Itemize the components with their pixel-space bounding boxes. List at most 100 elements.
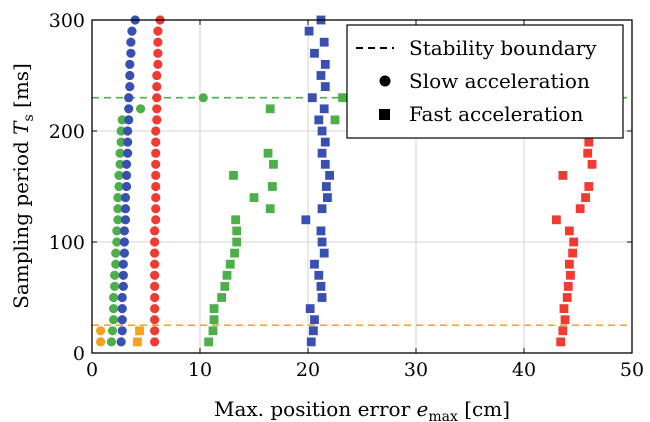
green-slow-acceleration-point [106,337,117,347]
green-fast-acceleration-point [232,226,242,236]
blue-fast-acceleration-point [321,182,331,191]
red-slow-acceleration-point [152,93,162,103]
blue-fast-acceleration-point [325,171,334,180]
red-fast-acceleration-point [564,226,574,236]
red-fast-acceleration-point [584,137,594,147]
blue-fast-acceleration-point [317,126,327,136]
blue-fast-acceleration-point [319,104,329,114]
blue-fast-acceleration-point [310,259,319,269]
orange-fast-acceleration-point [135,326,144,336]
blue-slow-acceleration-point [123,137,133,147]
red-slow-acceleration-point [150,259,160,269]
green-fast-acceleration-point [222,270,232,280]
green-slow-acceleration-point [112,237,122,247]
blue-fast-acceleration-point [319,248,329,258]
green-fast-acceleration-point [208,326,218,336]
red-fast-acceleration-point [583,148,593,158]
x-axis-label-main: Max. position error [214,397,417,421]
blue-slow-acceleration-point [123,126,133,136]
green-slow-acceleration-point [109,304,119,314]
red-slow-acceleration-point [152,104,162,114]
green-slow-acceleration-point [115,148,125,158]
red-fast-acceleration-point [564,259,574,269]
orange-fast-acceleration-point [132,337,142,347]
green-slow-acceleration-point [111,259,121,269]
legend-circle-icon [379,75,391,87]
blue-fast-acceleration-point [320,159,330,169]
red-fast-acceleration-point [556,337,566,347]
green-slow-acceleration-point [110,281,120,291]
green-fast-acceleration-point [229,171,238,180]
blue-fast-acceleration-point [309,326,318,336]
green-slow-acceleration-point [114,170,124,180]
green-slow-acceleration-point [107,326,118,336]
red-slow-acceleration-point [151,126,161,136]
x-axis-label-unit: [cm] [458,397,510,421]
green-fast-acceleration-point [204,337,214,347]
blue-slow-acceleration-point [125,70,135,81]
blue-slow-acceleration-point [119,237,129,247]
blue-fast-acceleration-point [317,148,327,158]
blue-fast-acceleration-point [310,315,319,325]
blue-slow-acceleration-point [124,115,134,125]
blue-slow-acceleration-point [126,37,136,47]
blue-slow-acceleration-point [118,259,128,269]
blue-fast-acceleration-point [323,193,332,202]
blue-fast-acceleration-point [320,60,330,69]
legend-boundary-label: Stability boundary [409,36,597,60]
red-slow-acceleration-point [153,48,163,58]
x-tick-label: 50 [620,359,644,381]
blue-fast-acceleration-point [310,48,319,58]
red-fast-acceleration-point [559,304,569,313]
red-slow-acceleration-point [152,82,162,92]
orange-slow-acceleration-point [96,337,106,347]
red-fast-acceleration-point [552,215,561,225]
x-axis-label-sub: max [428,409,458,422]
blue-slow-acceleration-point [126,48,136,58]
blue-slow-acceleration-point [119,226,129,236]
x-axis-label-var: e [417,397,429,421]
blue-slow-acceleration-point [117,304,127,314]
blue-slow-acceleration-point [117,326,127,336]
blue-fast-acceleration-point [305,304,315,313]
red-slow-acceleration-point [150,337,160,347]
green-fast-acceleration-point [338,93,347,103]
green-fast-acceleration-point [265,104,275,114]
x-axis-label: Max. position error emax [cm] [214,397,510,422]
blue-slow-acceleration-point [125,82,135,92]
y-tick-label: 200 [49,121,85,143]
green-fast-acceleration-point [225,259,235,269]
red-slow-acceleration-point [150,292,160,303]
legend-box [346,24,624,139]
blue-slow-acceleration-point [124,93,134,103]
green-slow-acceleration-point [116,137,126,147]
blue-slow-acceleration-point [116,337,126,347]
red-fast-acceleration-point [566,270,575,280]
red-fast-acceleration-point [575,204,585,214]
blue-slow-acceleration-point [121,159,132,169]
green-fast-acceleration-point [220,282,230,291]
green-fast-acceleration-point [232,237,242,247]
blue-slow-acceleration-point [120,215,131,225]
y-tick-label: 100 [49,232,85,254]
blue-slow-acceleration-point [127,26,137,36]
red-fast-acceleration-point [568,248,577,258]
green-fast-acceleration-point [263,148,273,158]
red-slow-acceleration-point [152,115,162,125]
green-slow-acceleration-point [113,204,123,214]
blue-fast-acceleration-point [320,82,330,91]
green-slow-acceleration-point [110,270,120,280]
legend-slow-label: Slow acceleration [409,69,590,93]
red-fast-acceleration-point [558,171,568,180]
blue-slow-acceleration-point [120,204,131,214]
blue-slow-acceleration-point [121,181,132,192]
blue-fast-acceleration-point [317,237,327,247]
blue-fast-acceleration-point [320,137,330,147]
green-fast-acceleration-point [269,159,278,169]
red-slow-acceleration-point [151,148,161,158]
green-slow-acceleration-point [111,248,121,258]
blue-slow-acceleration-point [125,59,135,69]
red-slow-acceleration-point [151,181,161,192]
y-axis-label-var: T [9,120,33,135]
